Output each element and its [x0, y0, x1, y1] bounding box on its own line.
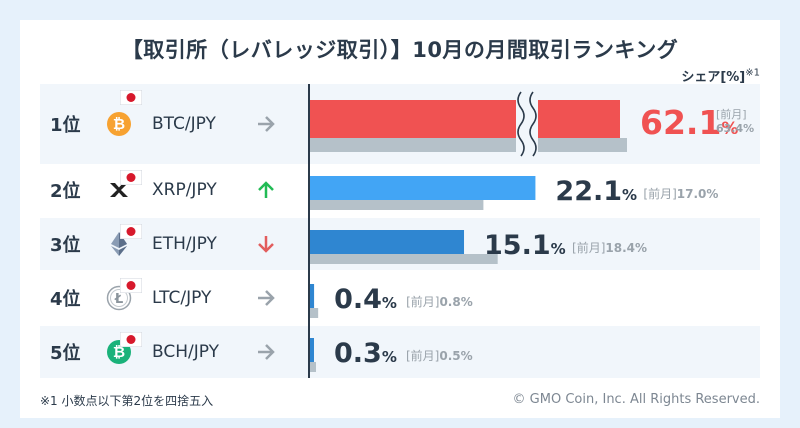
share-label: シェア[%]: [681, 70, 746, 85]
svg-text:₿: ₿: [113, 115, 125, 133]
ranking-row: 4位 Ł LTC/JPY: [40, 272, 760, 324]
trend-flat-arrow-icon: [258, 290, 275, 306]
ranking-row: 2位 XRP/JPY: [40, 164, 760, 216]
copyright: © GMO Coin, Inc. All Rights Reserved.: [512, 392, 760, 407]
share-note-mark: ※1: [745, 67, 760, 79]
chart-title: 【取引所（レバレッジ取引）】10月の月間取引ランキング: [121, 38, 679, 62]
japan-flag-icon: [120, 90, 142, 105]
trend-up-arrow-icon: [258, 181, 274, 198]
ranking-row: 5位 ₿ BCH/JPY: [40, 326, 760, 378]
rank-label: 1位: [50, 115, 81, 136]
currency-pair-label: XRP/JPY: [152, 180, 217, 200]
trend-flat-arrow-icon: [258, 116, 275, 132]
rank-label: 5位: [50, 343, 81, 364]
japan-flag-icon: [120, 224, 142, 239]
currency-pair-label: BTC/JPY: [152, 114, 216, 134]
currency-pair-label: ETH/JPY: [152, 234, 217, 254]
currency-pair-label: LTC/JPY: [152, 288, 212, 308]
rank-label: 4位: [50, 289, 81, 310]
japan-flag-icon: [120, 332, 142, 347]
rank-label: 3位: [50, 235, 81, 256]
ranking-row: 1位 ₿ BTC/JPY: [40, 84, 760, 164]
svg-text:Ł: Ł: [114, 292, 123, 307]
trend-flat-arrow-icon: [258, 344, 275, 360]
japan-flag-icon: [120, 278, 142, 293]
svg-text:₿: ₿: [113, 343, 125, 361]
japan-flag-icon: [120, 170, 142, 185]
chart-axis: [308, 84, 310, 378]
footnote: ※1 小数点以下第2位を四捨五入: [40, 394, 214, 408]
ranking-row: 3位 ETH/JPY: [40, 218, 760, 270]
bitcoin-icon: ₿: [107, 112, 131, 136]
currency-pair-label: BCH/JPY: [152, 342, 220, 362]
trend-down-arrow-icon: [258, 236, 274, 253]
share-unit-label: シェア[%]※1: [681, 66, 760, 85]
rank-label: 2位: [50, 181, 81, 202]
